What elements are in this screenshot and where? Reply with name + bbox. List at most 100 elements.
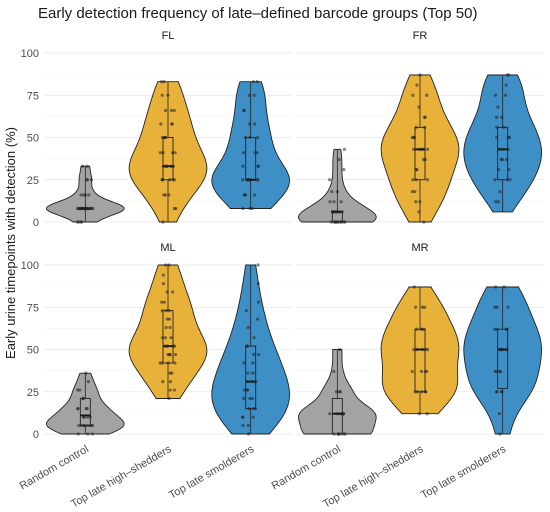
data-point: [160, 336, 165, 340]
data-point: [246, 423, 250, 428]
data-point: [425, 412, 429, 416]
data-point: [171, 178, 175, 182]
data-point: [250, 380, 254, 384]
data-point: [241, 164, 245, 168]
data-point: [77, 423, 81, 428]
box-iqr: [162, 137, 174, 181]
data-point: [167, 309, 171, 313]
data-point: [245, 380, 250, 384]
y-tick-label: 75: [27, 90, 39, 102]
data-point: [162, 80, 166, 84]
data-point: [161, 281, 166, 286]
data-point: [164, 263, 168, 267]
data-point: [498, 189, 502, 194]
data-point: [342, 168, 346, 172]
data-point: [330, 189, 334, 194]
data-point: [504, 157, 509, 162]
data-point: [164, 309, 168, 313]
data-point: [168, 380, 173, 384]
data-point: [86, 380, 90, 384]
data-point: [425, 347, 430, 352]
data-point: [85, 178, 89, 182]
facet-panels: FL 0 25 50 75 100 FR ML 0 25 50 75 100 Random control…: [18, 30, 544, 510]
facet-label: MR: [411, 242, 428, 254]
data-point: [168, 178, 172, 182]
facet-label: ML: [160, 242, 175, 254]
data-point: [248, 396, 252, 401]
data-point: [86, 432, 90, 436]
data-point: [411, 93, 415, 97]
data-point: [502, 285, 506, 289]
data-point: [159, 122, 163, 126]
data-point: [84, 371, 88, 375]
y-tick-label: 100: [21, 48, 39, 60]
data-point: [255, 80, 259, 84]
y-tick-label: 0: [33, 217, 39, 229]
data-point: [242, 396, 246, 401]
data-point: [334, 412, 339, 416]
data-point: [418, 73, 422, 77]
data-point: [247, 407, 251, 411]
violin-group: [211, 263, 290, 436]
data-point: [78, 388, 82, 392]
data-point: [251, 361, 255, 365]
data-point: [172, 206, 176, 211]
y-axis-label: Early urine timepoints with detection (%…: [3, 127, 18, 359]
data-point: [337, 390, 342, 394]
data-point: [159, 80, 164, 84]
data-point: [85, 423, 89, 428]
data-point: [160, 309, 164, 313]
data-point: [84, 407, 88, 411]
data-point: [494, 369, 498, 374]
data-point: [506, 305, 510, 309]
data-point: [251, 415, 255, 419]
data-point: [243, 135, 248, 140]
data-point: [422, 220, 426, 224]
data-point: [340, 210, 344, 214]
data-point: [164, 164, 168, 168]
data-point: [256, 317, 260, 321]
data-point: [418, 200, 422, 204]
data-point: [410, 369, 414, 374]
data-point: [161, 380, 165, 384]
data-point: [243, 193, 247, 197]
data-point: [241, 206, 245, 211]
data-point: [329, 220, 333, 224]
data-point: [337, 412, 341, 416]
data-point: [171, 290, 175, 294]
data-point: [170, 122, 174, 126]
data-point: [343, 432, 347, 436]
data-point: [423, 390, 428, 394]
box-iqr: [79, 398, 91, 427]
data-point: [166, 361, 170, 365]
data-point: [503, 93, 508, 97]
data-point: [256, 300, 261, 304]
data-point: [505, 73, 509, 77]
data-point: [160, 178, 164, 182]
box-iqr: [414, 328, 426, 393]
data-point: [247, 122, 252, 126]
data-point: [496, 168, 501, 172]
data-point: [413, 390, 417, 394]
data-point: [500, 147, 504, 151]
data-point: [241, 151, 246, 155]
data-point: [173, 361, 177, 365]
x-tick-label: Random control: [18, 443, 91, 492]
data-point: [173, 151, 177, 155]
data-point: [173, 344, 177, 348]
data-point: [82, 415, 87, 419]
data-point: [508, 178, 512, 182]
data-point: [169, 164, 173, 168]
data-point: [502, 125, 506, 129]
data-point: [494, 125, 499, 129]
data-point: [413, 189, 417, 194]
data-point: [163, 336, 168, 340]
facet-label: FR: [413, 30, 428, 42]
data-point: [256, 281, 260, 286]
data-point: [160, 300, 164, 304]
data-point: [252, 336, 256, 340]
data-point: [76, 407, 80, 411]
data-point: [172, 388, 177, 392]
y-tick-label: 75: [27, 302, 39, 314]
data-point: [76, 432, 80, 436]
